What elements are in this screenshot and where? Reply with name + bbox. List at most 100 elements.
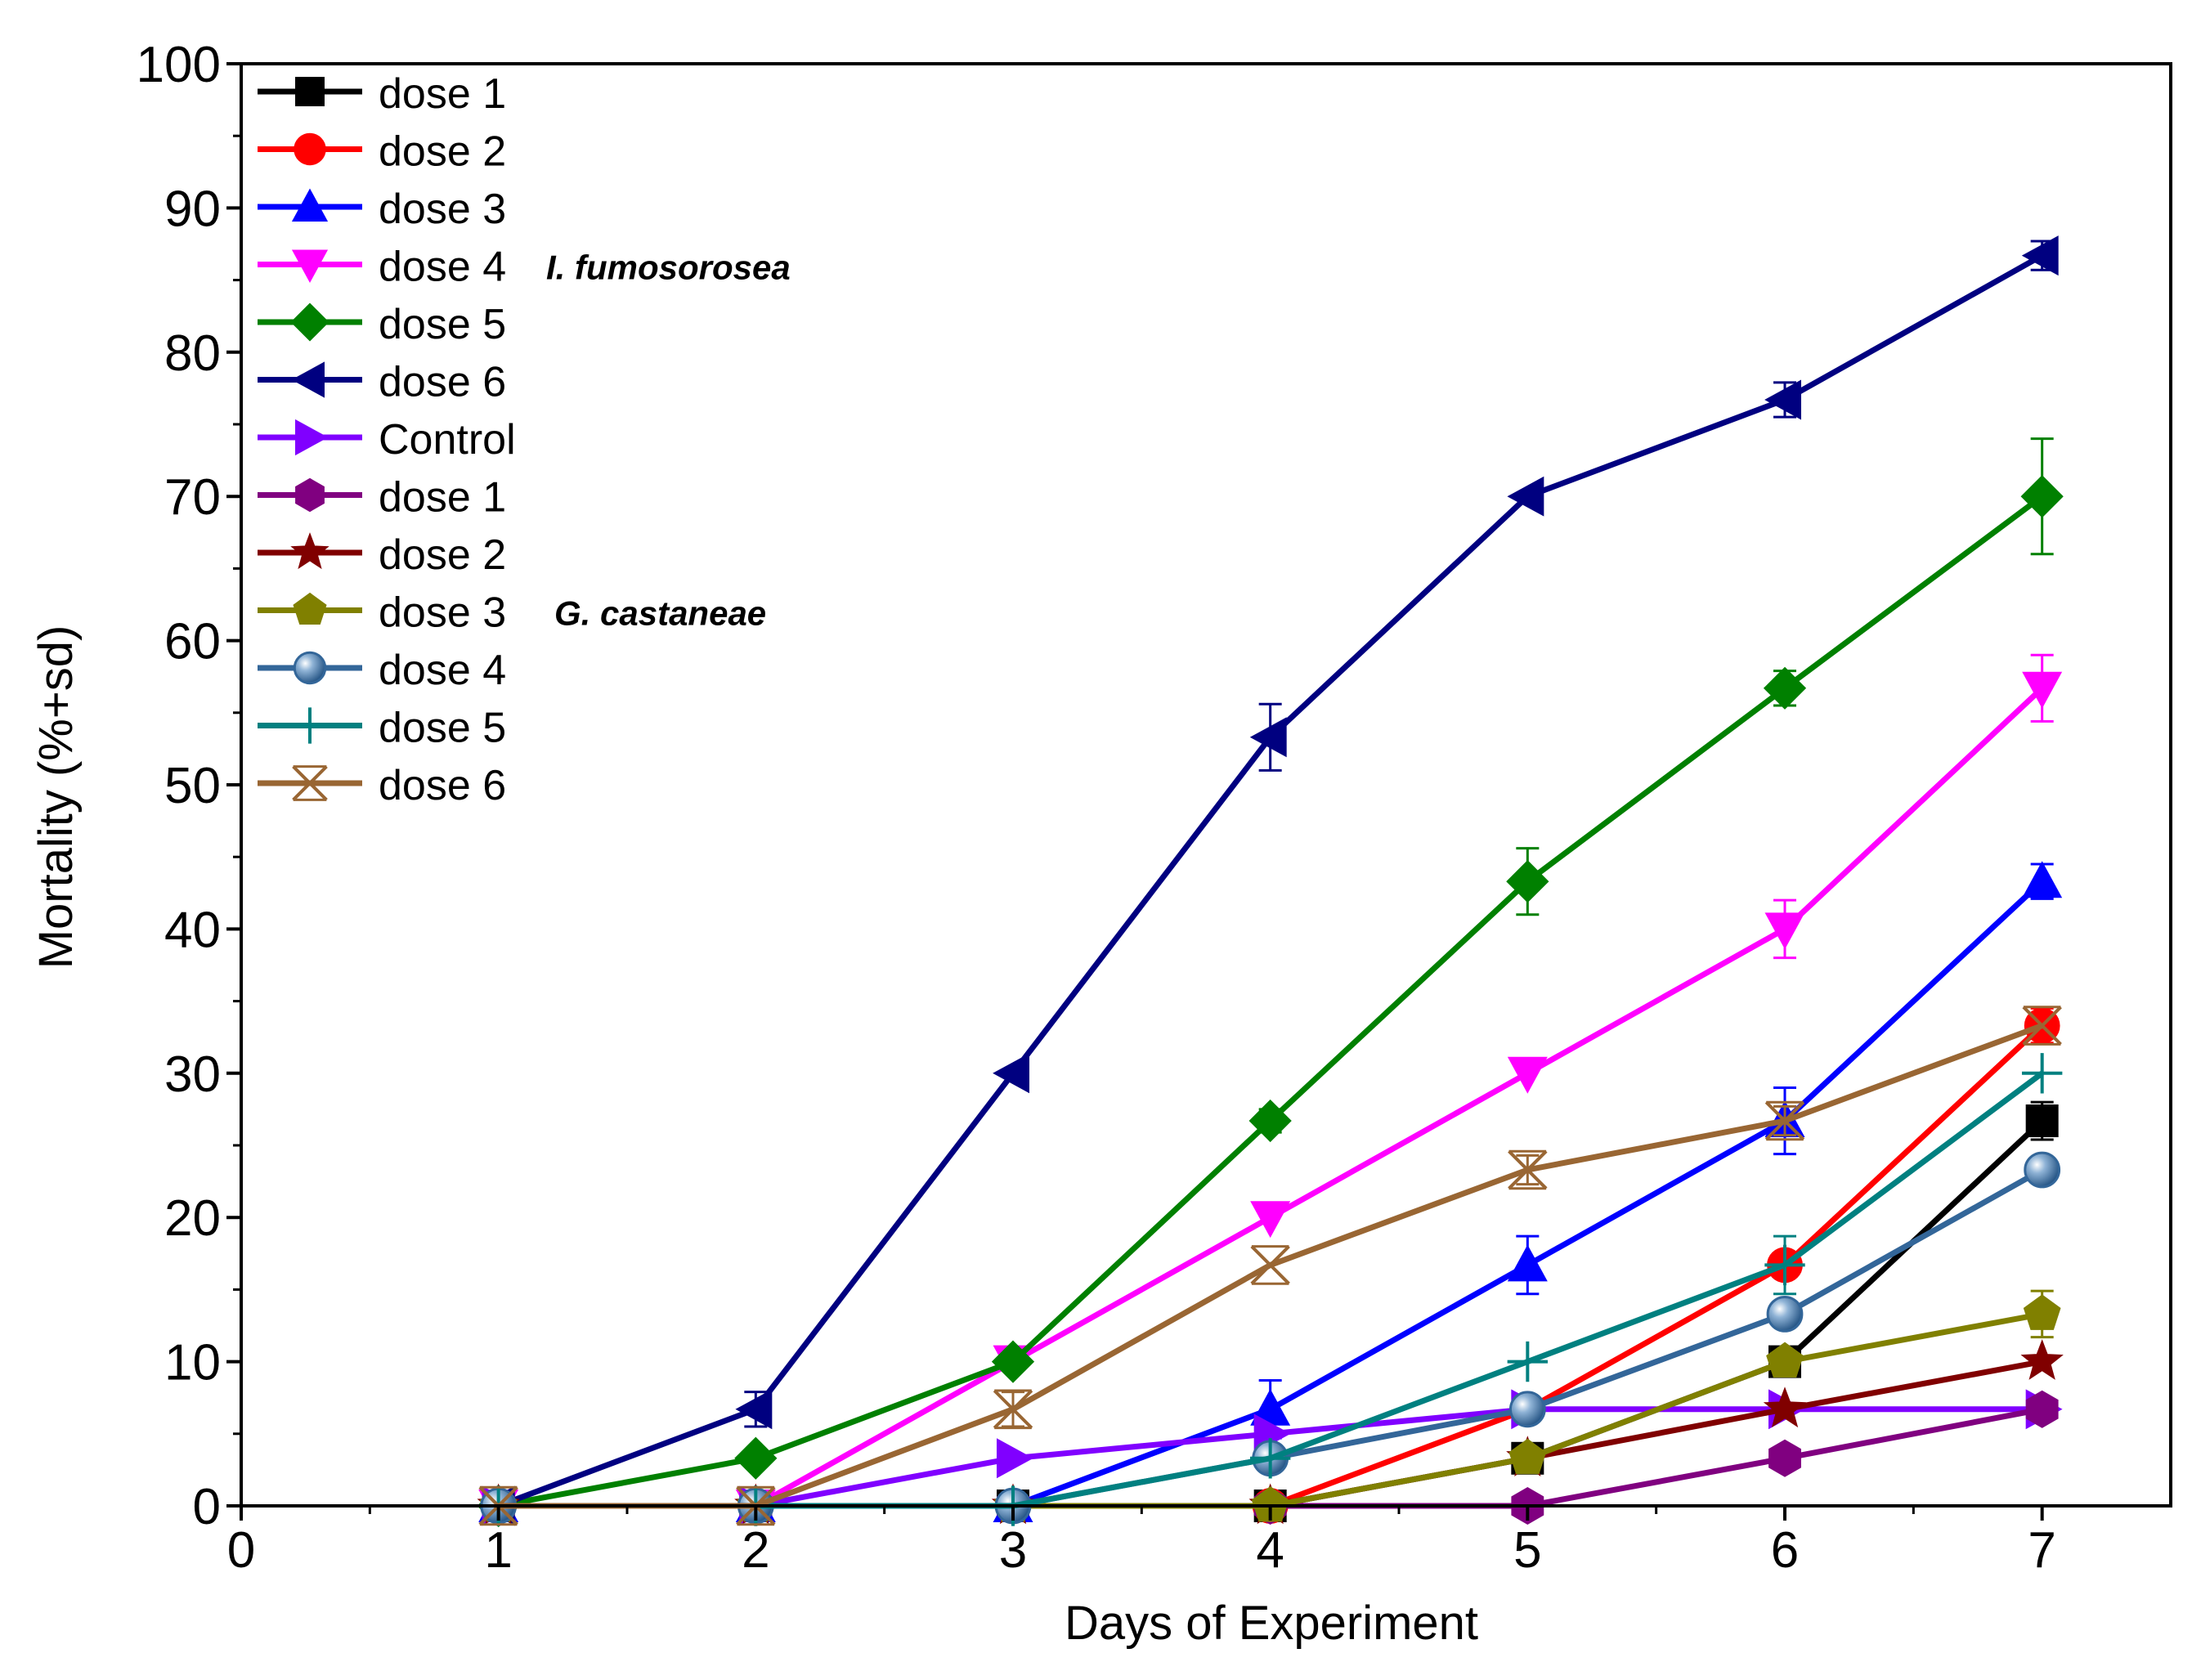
y-tick-label: 70 <box>164 469 221 526</box>
legend-item-4: dose 5 <box>258 301 506 348</box>
legend-item-12: dose 6 <box>258 762 506 809</box>
y-tick-label: 0 <box>193 1479 221 1535</box>
marker-star <box>290 532 329 570</box>
x-tick-label: 3 <box>999 1522 1027 1579</box>
marker-x-b <box>1764 1100 1805 1141</box>
marker-square <box>295 77 325 106</box>
marker-triangle-left <box>1249 717 1287 758</box>
marker-triangle-down <box>291 249 329 283</box>
legend-group-label: I. fumosorosea <box>546 249 791 287</box>
marker-triangle-down <box>1507 1056 1548 1094</box>
legend-item-5: dose 6 <box>258 359 506 406</box>
legend-label: dose 3 <box>379 186 506 233</box>
marker-triangle-up <box>2022 861 2063 898</box>
marker-sphere <box>293 651 327 685</box>
legend-label: dose 5 <box>379 301 506 348</box>
marker-diamond <box>2020 475 2064 518</box>
x-tick-label: 2 <box>742 1522 769 1579</box>
marker-diamond <box>1506 860 1549 903</box>
marker-sphere <box>1766 1295 1804 1333</box>
y-tick-label: 50 <box>164 758 221 814</box>
marker-pentagon <box>293 592 327 625</box>
marker-x <box>292 765 328 801</box>
marker-diamond <box>1763 666 1807 710</box>
marker-triangle-left <box>1764 379 1801 420</box>
marker-triangle-up <box>291 188 329 222</box>
marker-diamond <box>734 1436 778 1480</box>
marker-circle <box>294 132 326 166</box>
legend-label: dose 4 <box>379 244 506 291</box>
marker-pentagon <box>2023 1294 2061 1330</box>
y-tick-label: 10 <box>164 1335 221 1391</box>
legend-label: dose 6 <box>379 359 506 406</box>
marker-triangle-left <box>993 1053 1029 1094</box>
y-axis-title: Mortality (%+sd) <box>29 625 83 970</box>
x-tick-label: 4 <box>1256 1522 1284 1579</box>
legend-item-2: dose 3 <box>258 186 506 233</box>
marker-x-b <box>1250 1245 1290 1285</box>
marker-x-b <box>292 765 328 801</box>
legend-label: dose 1 <box>379 70 506 118</box>
x-tick-label: 1 <box>484 1522 512 1579</box>
marker-x <box>2022 1006 2062 1046</box>
marker-diamond <box>290 302 329 342</box>
legend-label: dose 2 <box>379 128 506 176</box>
marker-triangle-left <box>1507 476 1544 517</box>
legend-item-11: dose 5 <box>258 705 506 752</box>
legend-label: Control <box>379 416 516 464</box>
marker-plus <box>2021 1053 2063 1094</box>
legend-item-1: dose 2 <box>258 128 506 176</box>
marker-x <box>993 1389 1033 1430</box>
marker-hexagon <box>295 477 325 513</box>
marker-star <box>1763 1387 1807 1428</box>
marker-pentagon <box>1251 1485 1289 1522</box>
x-axis-title: Days of Experiment <box>1065 1597 1478 1650</box>
marker-triangle-right <box>295 419 329 456</box>
marker-plus <box>1764 1244 1805 1286</box>
marker-x-b <box>2022 1006 2062 1046</box>
marker-x <box>1508 1149 1548 1190</box>
marker-x <box>1764 1100 1805 1141</box>
y-tick-label: 80 <box>164 325 221 382</box>
legend-label: dose 4 <box>379 647 506 694</box>
legend-item-10: dose 4 <box>258 647 506 694</box>
marker-sphere <box>1508 1391 1546 1428</box>
marker-triangle-right <box>997 1438 1033 1479</box>
marker-pentagon <box>1766 1342 1804 1378</box>
marker-hexagon <box>2025 1390 2059 1428</box>
marker-pentagon <box>1508 1438 1547 1475</box>
marker-x-b <box>993 1389 1033 1430</box>
marker-triangle-down <box>2022 671 2063 709</box>
y-tick-label: 90 <box>164 181 221 237</box>
marker-plus <box>1507 1341 1549 1382</box>
marker-sphere <box>2024 1151 2061 1189</box>
marker-diamond <box>991 1340 1035 1383</box>
y-tick-label: 40 <box>164 902 221 958</box>
x-tick-label: 5 <box>1513 1522 1541 1579</box>
marker-x-b <box>1508 1149 1548 1190</box>
legend-label: dose 1 <box>379 474 506 522</box>
marker-triangle-left <box>291 361 325 398</box>
y-tick-label: 60 <box>164 614 221 670</box>
marker-triangle-left <box>2021 235 2059 276</box>
legend-label: dose 5 <box>379 705 506 752</box>
marker-plus <box>1249 1438 1291 1479</box>
legend-label: dose 6 <box>379 762 506 809</box>
marker-triangle-down <box>1250 1201 1291 1239</box>
legend-label: dose 3 <box>379 589 506 637</box>
series-5 <box>477 235 2059 1526</box>
legend-item-8: dose 2 <box>258 531 506 579</box>
legend-item-9: dose 3 <box>258 589 506 637</box>
marker-square <box>2025 1104 2059 1138</box>
marker-triangle-down <box>1764 912 1805 950</box>
legend-item-3: dose 4 <box>258 244 506 291</box>
y-tick-label: 100 <box>137 37 221 93</box>
y-tick-label: 20 <box>164 1190 221 1247</box>
marker-plus <box>291 707 329 744</box>
legend-item-0: dose 1 <box>258 70 506 118</box>
marker-diamond <box>1248 1099 1292 1143</box>
marker-x <box>1250 1245 1290 1285</box>
x-tick-label: 7 <box>2028 1522 2055 1579</box>
